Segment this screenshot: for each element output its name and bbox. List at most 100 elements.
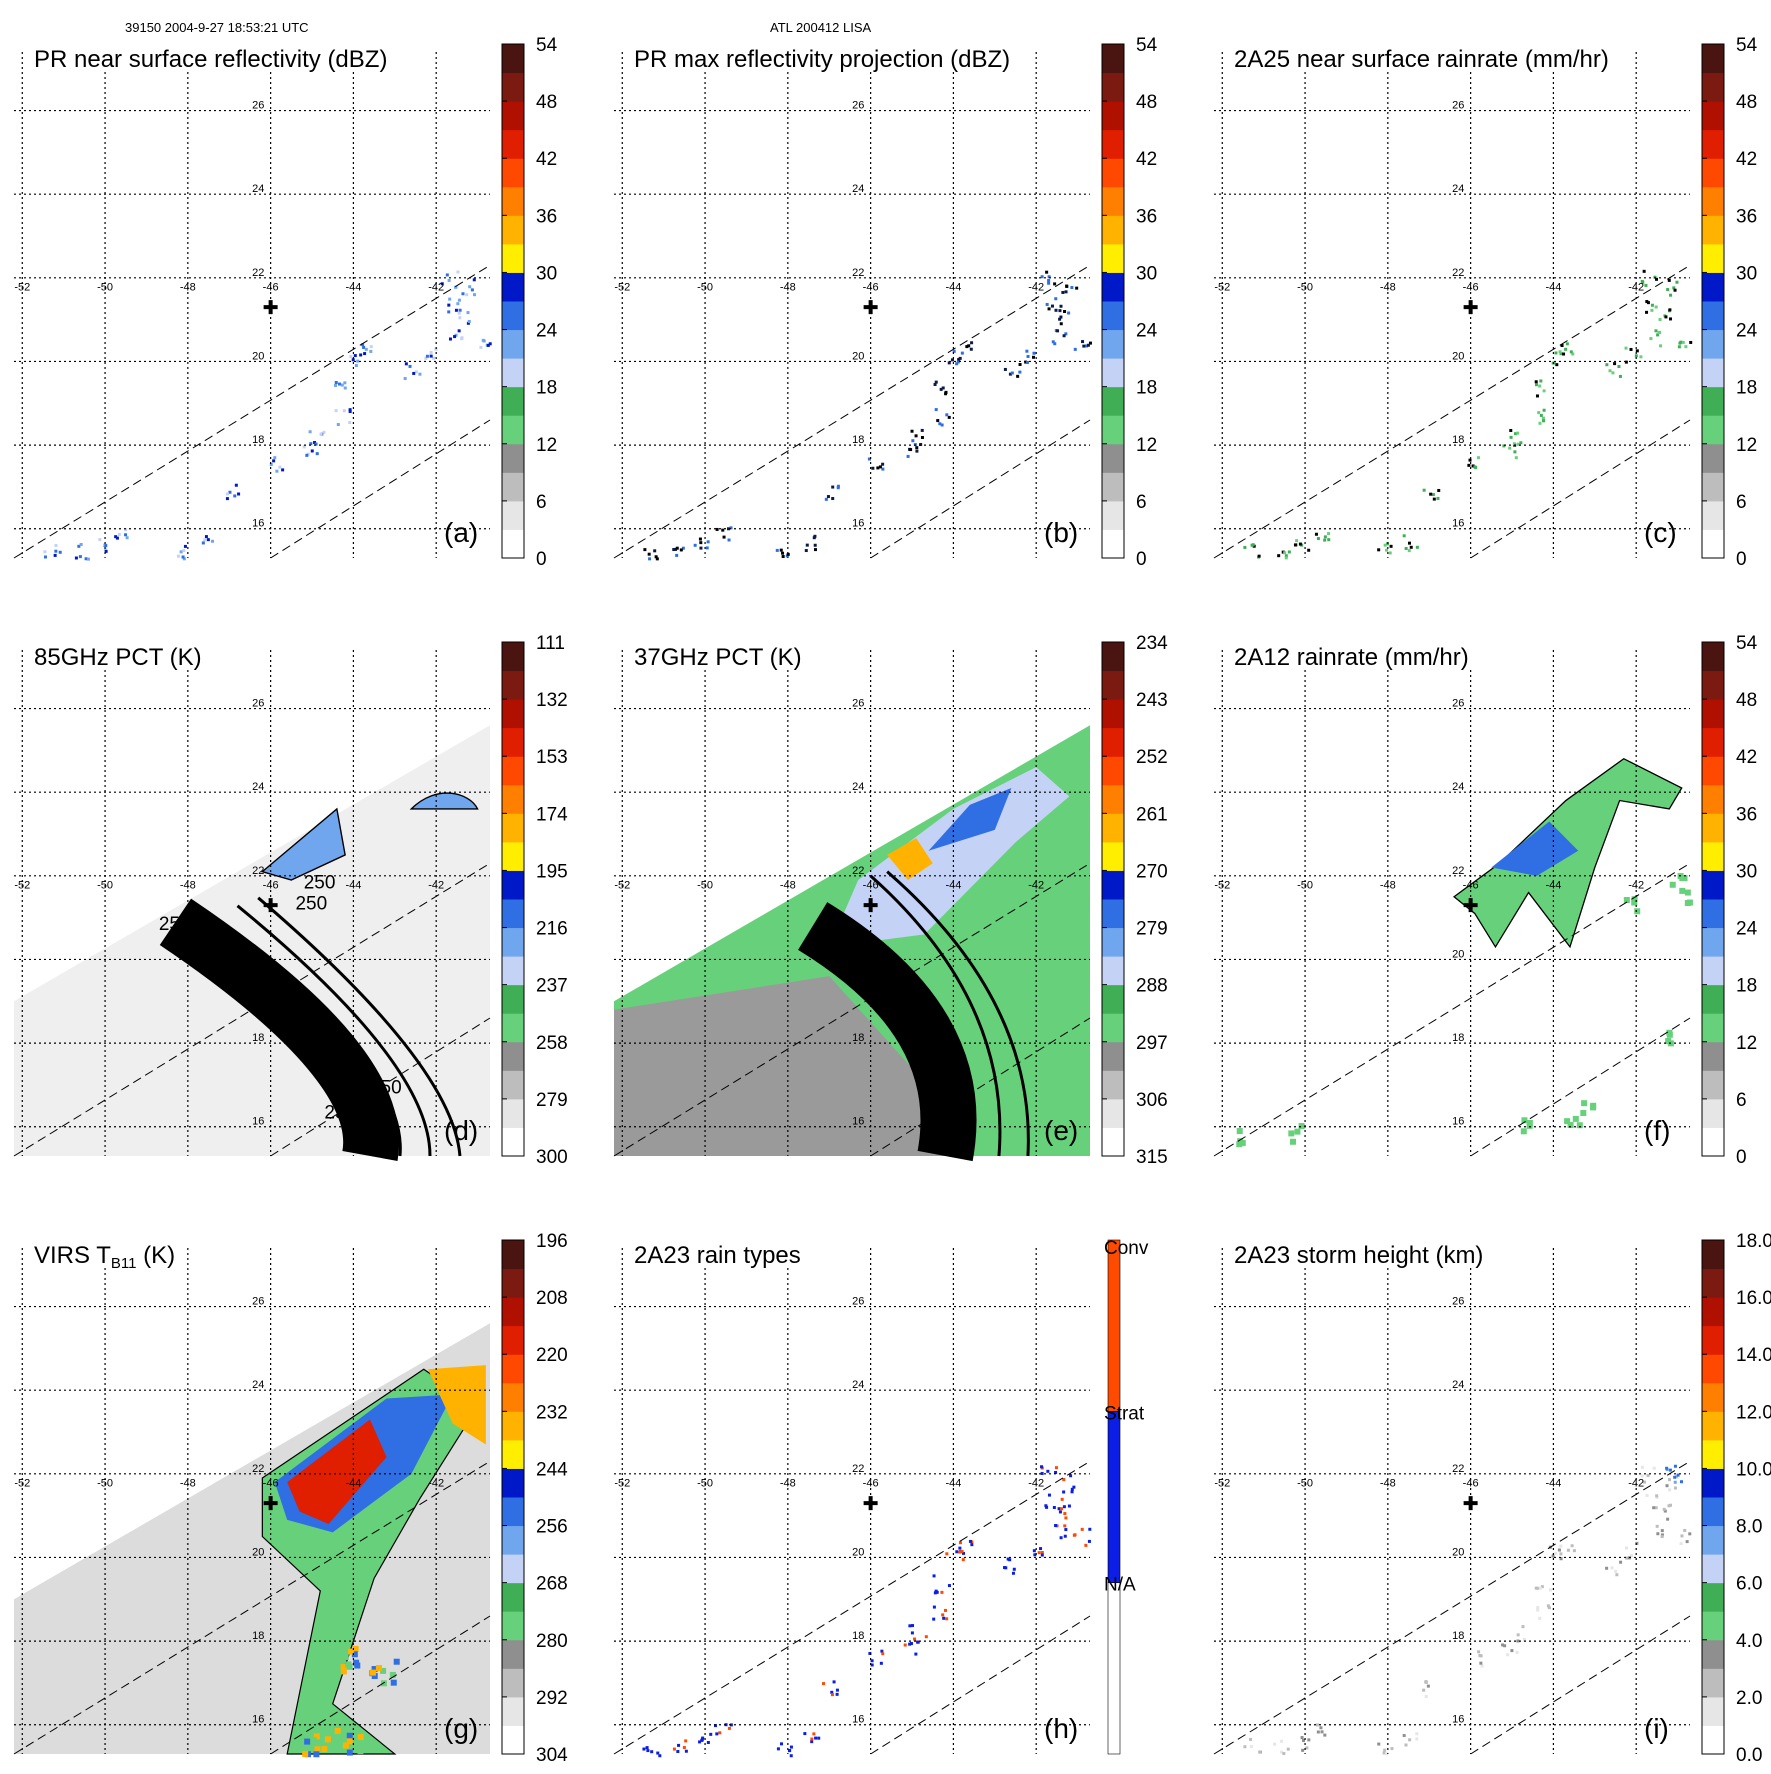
echo-cell	[1652, 1466, 1656, 1470]
echo-cell	[1408, 1738, 1412, 1742]
echo-cell	[1515, 1650, 1519, 1654]
colorbar-segment	[1107, 1239, 1121, 1412]
title-backdrop	[1230, 1238, 1488, 1268]
lat-tick-label: 16	[1452, 518, 1464, 530]
lon-tick-label: -42	[1028, 281, 1044, 293]
echo-cell	[947, 1584, 951, 1588]
echo-cell	[440, 282, 444, 286]
echo-cell	[1056, 329, 1060, 333]
echo-cell	[1538, 421, 1542, 425]
map-grid: -52 -50 -48 -46 -44 -42 16 18 20 22 24 26	[1213, 650, 1691, 1157]
echo-cell	[955, 362, 959, 366]
lon-tick-label: -48	[1380, 879, 1396, 891]
colorbar-segment	[502, 1725, 524, 1755]
echo-cell	[879, 1661, 883, 1665]
echo-cell	[432, 356, 436, 360]
echo-cell	[375, 1665, 382, 1672]
colorbar-segment	[1702, 215, 1724, 245]
lat-tick-label: 26	[252, 698, 264, 710]
lat-tick-label: 16	[1452, 1116, 1464, 1128]
echo-cell	[654, 555, 658, 559]
echo-cell	[1277, 554, 1281, 558]
coldest-pct-core	[887, 838, 933, 880]
colorbar-segment	[1702, 472, 1724, 502]
colorbar-tick-label: 18	[1736, 378, 1757, 399]
echo-cell	[909, 448, 913, 452]
echo-cell	[1542, 419, 1546, 423]
colorbar-category-label: N/A	[1104, 1575, 1136, 1596]
lon-tick-label: -48	[1380, 1477, 1396, 1489]
colorbar-segment	[1702, 756, 1724, 786]
echo-cell	[1673, 1464, 1677, 1468]
colorbar-segment	[1102, 756, 1124, 786]
colorbar-tick-label: 54	[1136, 35, 1158, 56]
echo-cell	[1624, 346, 1628, 350]
contour-label: 250	[295, 893, 327, 914]
title-backdrop	[30, 1238, 180, 1268]
echo-cell	[1652, 1506, 1656, 1510]
echo-cell	[1059, 315, 1063, 319]
chart-svg: -52 -50 -48 -46 -44 -42 16 18 20 22 24 26 VIRS TB11 …	[13, 1231, 568, 1766]
echo-cell	[98, 538, 102, 542]
echo-cell	[1680, 1534, 1684, 1538]
echo-cell	[1059, 1507, 1063, 1511]
echo-cell	[933, 382, 937, 386]
colorbar-tick-label: 24	[536, 321, 558, 342]
echo-cell	[369, 349, 373, 353]
echo-cell	[418, 372, 422, 376]
lon-tick-label: -42	[1628, 879, 1644, 891]
plot-area	[642, 1465, 1092, 1758]
echo-cell	[390, 1679, 397, 1686]
title-backdrop	[630, 640, 806, 670]
echo-cell	[1572, 1115, 1579, 1122]
echo-cell	[675, 553, 679, 557]
echo-cell	[1307, 1738, 1311, 1742]
echo-cell	[909, 1642, 913, 1646]
echo-cell	[448, 297, 452, 301]
swath-edge-line	[13, 1460, 491, 1755]
plot-area	[614, 725, 1090, 1162]
lon-tick-label: -50	[97, 879, 113, 891]
colorbar-segment	[502, 101, 524, 131]
echo-cell	[1081, 340, 1085, 344]
echo-cell	[1385, 548, 1389, 552]
echo-cell	[1680, 1480, 1684, 1484]
colorbar-segment	[1702, 1639, 1724, 1669]
echo-cell	[334, 380, 338, 384]
chart-svg: -52 -50 -48 -46 -44 -42 16 18 20 22 24 26 PR max ref…	[613, 35, 1158, 570]
echo-cell	[1668, 317, 1672, 321]
colorbar-tick-label: 279	[536, 1090, 568, 1111]
echo-cell	[1058, 317, 1062, 321]
echo-cell	[950, 358, 954, 362]
echo-cell	[698, 1740, 702, 1744]
title-backdrop	[630, 1238, 805, 1268]
colorbar-segment	[502, 415, 524, 445]
cold-pct-region	[409, 792, 479, 810]
echo-cell	[914, 1652, 918, 1656]
echo-cell	[1650, 303, 1654, 307]
storm-center-marker	[863, 300, 878, 315]
colorbar-segment	[502, 215, 524, 245]
echo-cell	[1660, 1535, 1664, 1539]
echo-cell	[324, 1736, 331, 1743]
echo-cell	[275, 469, 279, 473]
echo-cell	[1478, 1654, 1482, 1658]
echo-cell	[125, 536, 129, 540]
panel-title-text: 2A25 near surface rainrate (mm/hr)	[1234, 46, 1609, 73]
storm-center-marker	[263, 1496, 278, 1511]
storm-center-marker	[1463, 898, 1478, 913]
echo-cell	[1512, 442, 1516, 446]
colorbar-segment	[1702, 358, 1724, 388]
echo-cell	[1404, 546, 1408, 550]
colorbar-tick-label: 54	[1736, 35, 1758, 56]
echo-cell	[672, 548, 676, 552]
echo-cell	[311, 1742, 318, 1749]
plot-area	[43, 270, 492, 561]
echo-cell	[916, 1640, 920, 1644]
echo-cell	[177, 554, 181, 558]
echo-cell	[1282, 1752, 1286, 1756]
colorbar-segment	[1702, 727, 1724, 757]
echo-cell	[104, 544, 108, 548]
echo-cell	[1039, 1547, 1043, 1551]
echo-cell	[1085, 344, 1089, 348]
